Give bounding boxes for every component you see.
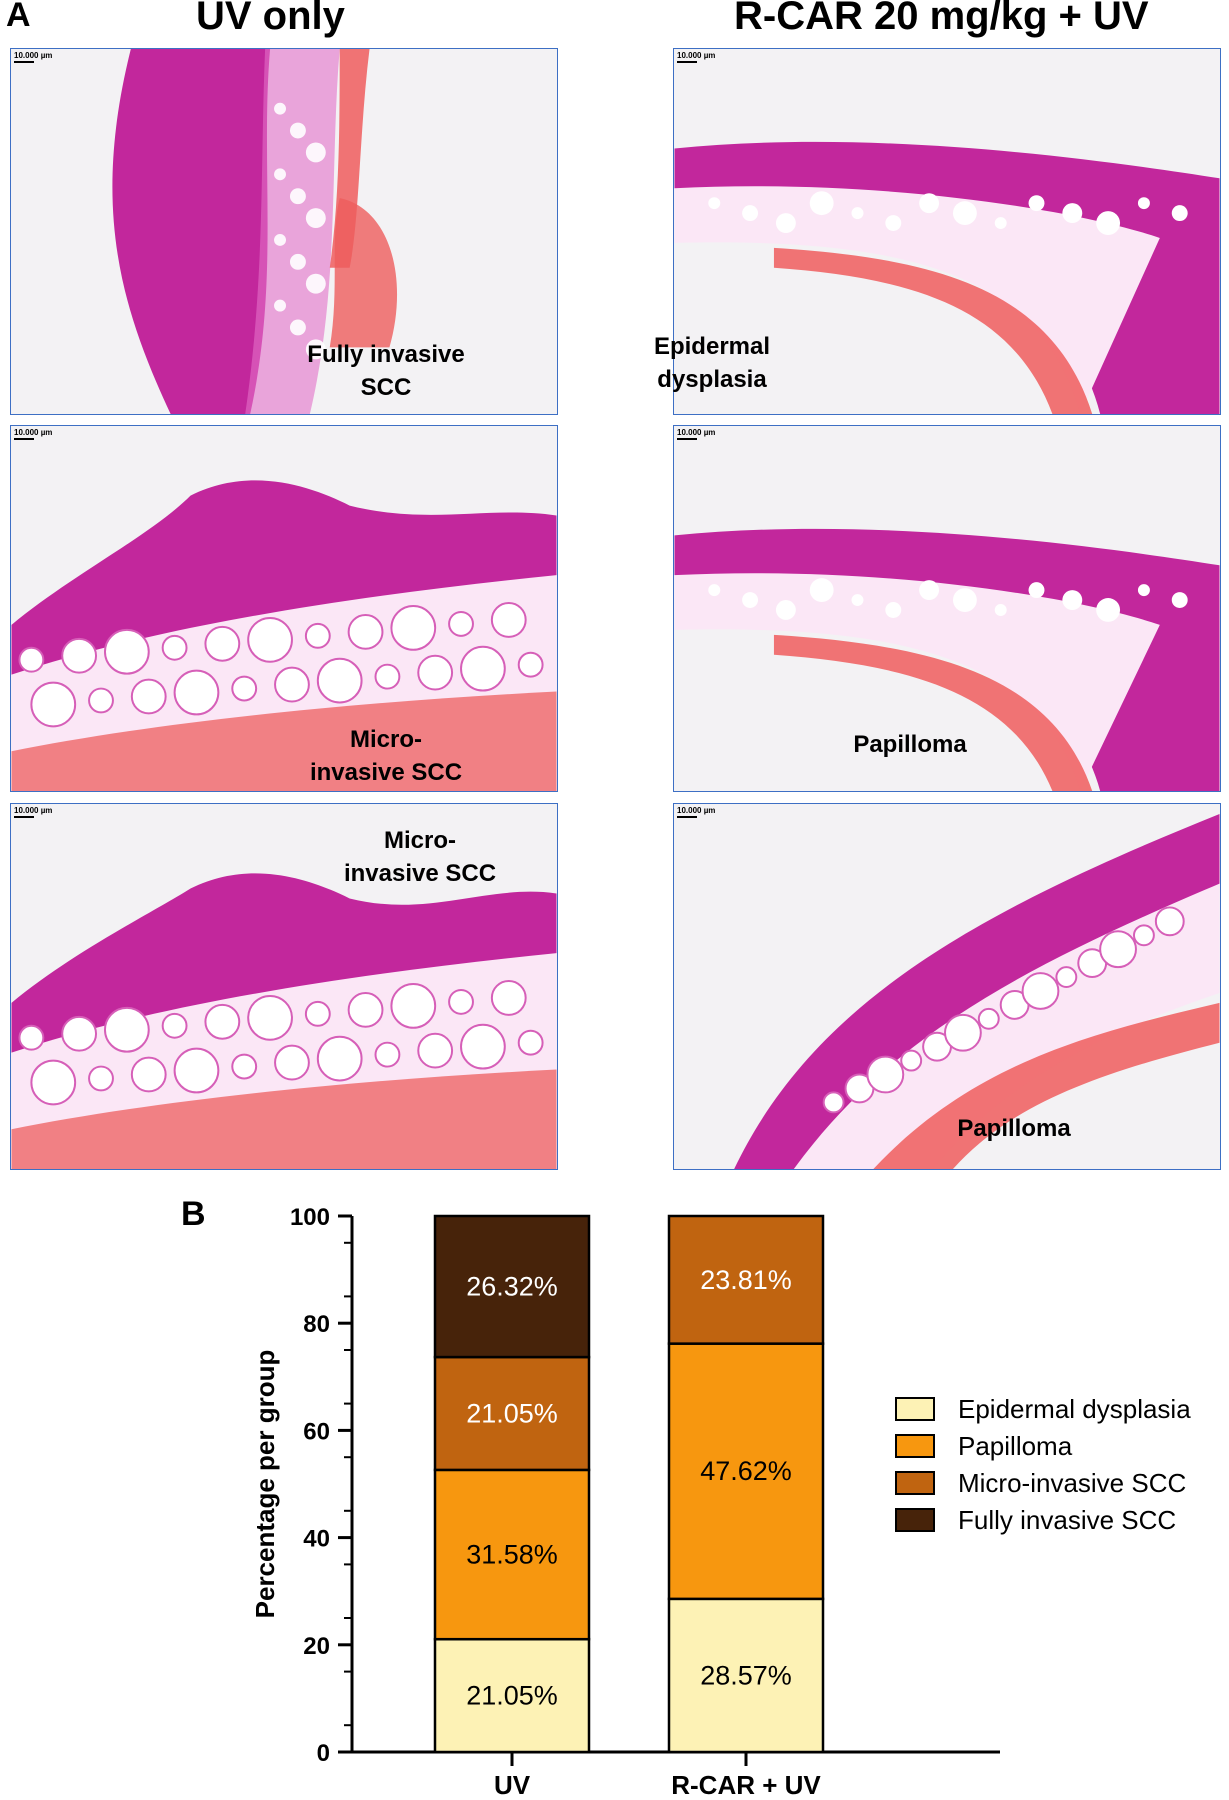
bar-segment [667, 1597, 825, 1754]
histology-image [112, 49, 398, 414]
y-tick-label: 80 [303, 1311, 330, 1338]
scale-bar: 10.000 µm [677, 51, 715, 63]
histology-image [674, 141, 1220, 414]
scale-bar-line [677, 816, 697, 818]
micrograph-5: 10.000 µm [10, 803, 558, 1170]
scale-bar: 10.000 µm [14, 806, 52, 818]
legend-label: Fully invasive SCC [958, 1505, 1176, 1535]
x-tick-label: UV [494, 1770, 531, 1800]
scale-bar: 10.000 µm [14, 51, 52, 63]
y-tick-label: 40 [303, 1526, 330, 1553]
scale-bar-label: 10.000 µm [14, 428, 53, 437]
scale-bar-line [677, 438, 697, 440]
data-label: 21.05% [466, 1681, 558, 1711]
scale-bar-line [14, 61, 34, 63]
micrograph-4: 10.000 µm [673, 425, 1221, 792]
scale-bar-label: 10.000 µm [677, 51, 716, 60]
micrograph-2: 10.000 µm [673, 48, 1221, 415]
micrograph-6: 10.000 µm [673, 803, 1221, 1170]
panel-b-letter: B [181, 1195, 206, 1233]
scale-bar: 10.000 µm [677, 428, 715, 440]
scale-bar-label: 10.000 µm [14, 51, 53, 60]
scale-bar-line [14, 438, 34, 440]
data-label: 47.62% [700, 1456, 792, 1486]
column-title-rcar-uv: R-CAR 20 mg/kg + UV [734, 0, 1149, 38]
legend-swatch [895, 1508, 935, 1532]
bar-segment [433, 1637, 591, 1754]
micrograph-label: Micro- invasive SCC [343, 827, 497, 887]
bar-segment [667, 1342, 825, 1601]
legend-swatch [895, 1397, 935, 1421]
data-label: 26.32% [466, 1272, 558, 1302]
bar-segment [433, 1468, 591, 1641]
legend-swatch [895, 1434, 935, 1458]
bar-segment [433, 1355, 591, 1472]
data-label: 28.57% [700, 1660, 792, 1690]
data-label: 21.05% [466, 1398, 558, 1428]
legend-swatch [895, 1471, 935, 1495]
micrograph-label: Papilloma [957, 1115, 1071, 1142]
micrograph-label: Fully invasive SCC [307, 341, 465, 401]
histology-image [674, 528, 1220, 791]
scale-bar-label: 10.000 µm [677, 428, 716, 437]
legend-label: Micro-invasive SCC [958, 1468, 1186, 1498]
scale-bar: 10.000 µm [14, 428, 52, 440]
y-tick-label: 100 [290, 1204, 330, 1231]
y-tick-label: 0 [317, 1740, 330, 1767]
histology-image [11, 480, 557, 791]
panel-a-letter: A [6, 0, 31, 34]
micrograph-label: Epidermal dysplasia [653, 333, 771, 393]
data-label: 23.81% [700, 1265, 792, 1295]
histology-image [734, 813, 1220, 1169]
micrograph-label: Papilloma [853, 731, 967, 758]
x-tick-label: R-CAR + UV [671, 1770, 821, 1800]
y-axis-label: Percentage per group [250, 1350, 280, 1619]
y-tick-label: 20 [303, 1633, 330, 1660]
bar-segment [433, 1214, 591, 1359]
column-title-uv-only: UV only [196, 0, 345, 38]
legend-label: Papilloma [958, 1431, 1073, 1461]
scale-bar-label: 10.000 µm [14, 806, 53, 815]
micrograph-label: Micro- invasive SCC [309, 726, 463, 786]
scale-bar: 10.000 µm [677, 806, 715, 818]
histology-image [11, 873, 557, 1169]
micrograph-3: 10.000 µm [10, 425, 558, 792]
bar-segment [667, 1214, 825, 1345]
micrograph-1: 10.000 µm [10, 48, 558, 415]
legend-label: Epidermal dysplasia [958, 1394, 1191, 1424]
scale-bar-line [14, 816, 34, 818]
scale-bar-label: 10.000 µm [677, 806, 716, 815]
data-label: 31.58% [466, 1540, 558, 1570]
y-tick-label: 60 [303, 1418, 330, 1445]
scale-bar-line [677, 61, 697, 63]
